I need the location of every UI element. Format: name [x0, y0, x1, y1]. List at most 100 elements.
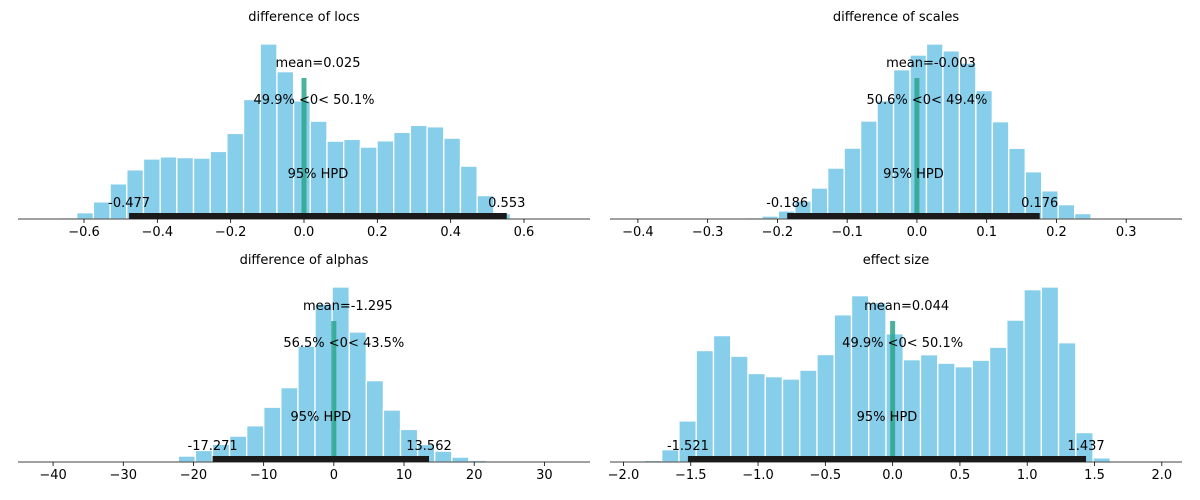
x-tick-label: −0.6	[68, 225, 100, 240]
hpd-high-label: 1.437	[1067, 439, 1104, 454]
histogram-bar	[1057, 203, 1076, 220]
histogram-bar	[348, 331, 367, 463]
x-tick-label: 0.1	[976, 225, 997, 240]
histogram-bar	[409, 124, 428, 220]
x-tick-label: −0.4	[622, 225, 654, 240]
x-tick-label: −0.2	[762, 225, 794, 240]
x-tick-label: 0.4	[440, 225, 461, 240]
histogram-bar	[314, 303, 333, 463]
histogram-bar	[747, 372, 766, 463]
histogram-bar	[816, 353, 835, 463]
subplot-title: difference of locs	[248, 10, 360, 25]
histogram-bar	[991, 121, 1010, 220]
histogram-bar	[958, 62, 977, 220]
x-tick-label: 0.2	[367, 225, 388, 240]
histogram-bar	[859, 120, 878, 220]
histogram-bar	[126, 169, 145, 220]
mean-annotation: mean=0.044	[864, 299, 949, 314]
reference-annotation: 50.6% <0< 49.4%	[866, 93, 987, 108]
histogram-bar	[971, 359, 991, 463]
x-tick-label: 0.0	[907, 225, 928, 240]
x-tick-label: −20	[180, 468, 207, 483]
x-tick-label: 0.2	[1046, 225, 1067, 240]
reference-annotation: 56.5% <0< 43.5%	[283, 336, 404, 351]
histogram-bar	[975, 89, 993, 220]
subplot-title: effect size	[863, 253, 930, 268]
histogram-bar	[459, 165, 478, 220]
hpd-high-label: 13.562	[406, 439, 452, 454]
hpd-high-label: 0.176	[1021, 196, 1058, 211]
histogram-bar	[159, 156, 178, 220]
x-tick-label: 2.0	[1151, 468, 1172, 483]
subplot-title: difference of scales	[833, 10, 960, 25]
histogram-bar	[451, 456, 470, 463]
histogram-bar	[242, 98, 261, 220]
x-tick-label: 30	[536, 468, 553, 483]
x-tick-label: 0.3	[1116, 225, 1137, 240]
histogram-bar	[988, 346, 1008, 463]
histogram-bar	[843, 147, 862, 220]
histogram-bar	[376, 140, 395, 220]
subplot-2: difference of scales −0.4 −0.3 −0.2 −0.1 0.0 0…	[610, 10, 1182, 240]
histogram-bar	[76, 212, 95, 220]
histogram-bar	[393, 131, 412, 220]
subplot-4: effect size −2.0 −1.5 −1.0 −0.5 0.0 0.5 1.0 1.5 2…	[608, 253, 1182, 483]
x-tick-label: 0.0	[294, 225, 315, 240]
reference-annotation: 49.9% <0< 50.1%	[254, 93, 375, 108]
x-tick-label: −30	[110, 468, 137, 483]
x-tick-label: −0.3	[692, 225, 724, 240]
histogram-bar	[954, 366, 973, 463]
x-tick-label: −10	[250, 468, 277, 483]
x-tick-label: −0.1	[831, 225, 863, 240]
x-tick-label: 1.0	[1017, 468, 1038, 483]
x-tick-label: −0.2	[215, 225, 247, 240]
histogram-bar	[426, 126, 445, 220]
x-tick-label: 0	[330, 468, 338, 483]
histogram-bar	[919, 354, 939, 463]
subplot-1: difference of locs −0.6 −0.4 −0.2 0.0 0.2 0.4 0…	[18, 10, 590, 240]
hpd-low-label: -1.521	[667, 439, 709, 454]
mean-annotation: mean=0.025	[276, 56, 361, 71]
histogram-bar	[359, 146, 378, 220]
histogram-bar	[382, 409, 402, 463]
histogram-bar	[1092, 457, 1111, 463]
histogram-bar	[365, 379, 385, 463]
histogram-bar	[942, 50, 961, 220]
x-tick-label: 20	[466, 468, 483, 483]
hpd-low-label: -17.271	[188, 439, 238, 454]
histogram-bar	[1023, 289, 1042, 463]
histogram-bar	[781, 378, 801, 463]
hpd-label: 95% HPD	[288, 167, 349, 182]
hpd-high-label: 0.553	[488, 196, 525, 211]
histogram-bar	[937, 362, 956, 463]
x-tick-label: 10	[396, 468, 413, 483]
histogram-bar	[259, 43, 278, 220]
hpd-label: 95% HPD	[857, 410, 918, 425]
histogram-bar	[868, 301, 887, 463]
mean-annotation: mean=-0.003	[886, 56, 976, 71]
x-tick-label: −1.0	[742, 468, 774, 483]
histogram-bar	[192, 157, 211, 220]
x-tick-label: −1.5	[675, 468, 707, 483]
x-tick-label: 0.0	[882, 468, 903, 483]
histogram-bar	[297, 345, 316, 463]
histogram-bar	[876, 100, 895, 220]
hpd-label: 95% HPD	[883, 167, 944, 182]
x-tick-label: −0.4	[142, 225, 174, 240]
x-tick-label: −2.0	[608, 468, 640, 483]
histogram-bar	[761, 215, 779, 220]
histogram-bar	[1006, 319, 1025, 463]
histogram-bar	[799, 369, 818, 463]
histogram-bar	[176, 156, 195, 220]
hpd-low-label: -0.186	[766, 196, 808, 211]
histogram-bar	[443, 137, 462, 220]
x-tick-label: −40	[39, 468, 66, 483]
histogram-bar	[263, 406, 282, 463]
x-tick-label: −0.5	[810, 468, 842, 483]
subplot-title: difference of alphas	[240, 253, 369, 268]
hpd-label: 95% HPD	[290, 410, 351, 425]
x-tick-label: 0.5	[950, 468, 971, 483]
histogram-bar	[177, 455, 197, 463]
histogram-bar	[712, 334, 732, 463]
histogram-bar	[764, 376, 784, 463]
